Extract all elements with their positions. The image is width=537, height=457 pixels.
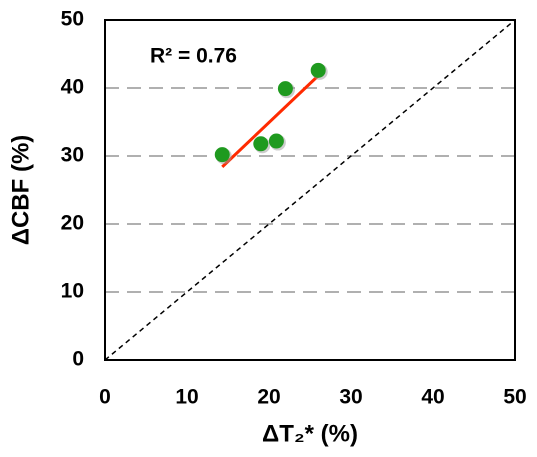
lines (104, 19, 516, 361)
plot-frame (104, 19, 516, 361)
y-tick-label: 20 (61, 212, 84, 235)
y-tick-label: 50 (61, 8, 84, 31)
grid (105, 87, 515, 293)
point (253, 136, 269, 152)
points (214, 62, 328, 165)
annotation: R² = 0.76 (150, 45, 237, 68)
y-tick-label: 40 (61, 76, 84, 99)
x-tick-label: 30 (339, 386, 362, 409)
y-axis-label: ΔCBF (%) (7, 135, 34, 246)
point (310, 62, 326, 78)
x-tick-label: 10 (175, 386, 198, 409)
x-axis-label: ΔT₂* (%) (262, 420, 358, 447)
point (214, 147, 230, 163)
x-tick-label: 20 (257, 386, 280, 409)
point (277, 81, 293, 97)
y-tick-label: 0 (72, 348, 84, 371)
point (268, 133, 284, 149)
y-tick-label: 30 (61, 144, 84, 167)
reference-line (104, 19, 516, 361)
x-tick-label: 40 (421, 386, 444, 409)
fit-line (221, 74, 320, 168)
x-tick-label: 50 (503, 386, 526, 409)
x-tick-label: 0 (99, 386, 111, 409)
y-tick-label: 10 (61, 280, 84, 303)
